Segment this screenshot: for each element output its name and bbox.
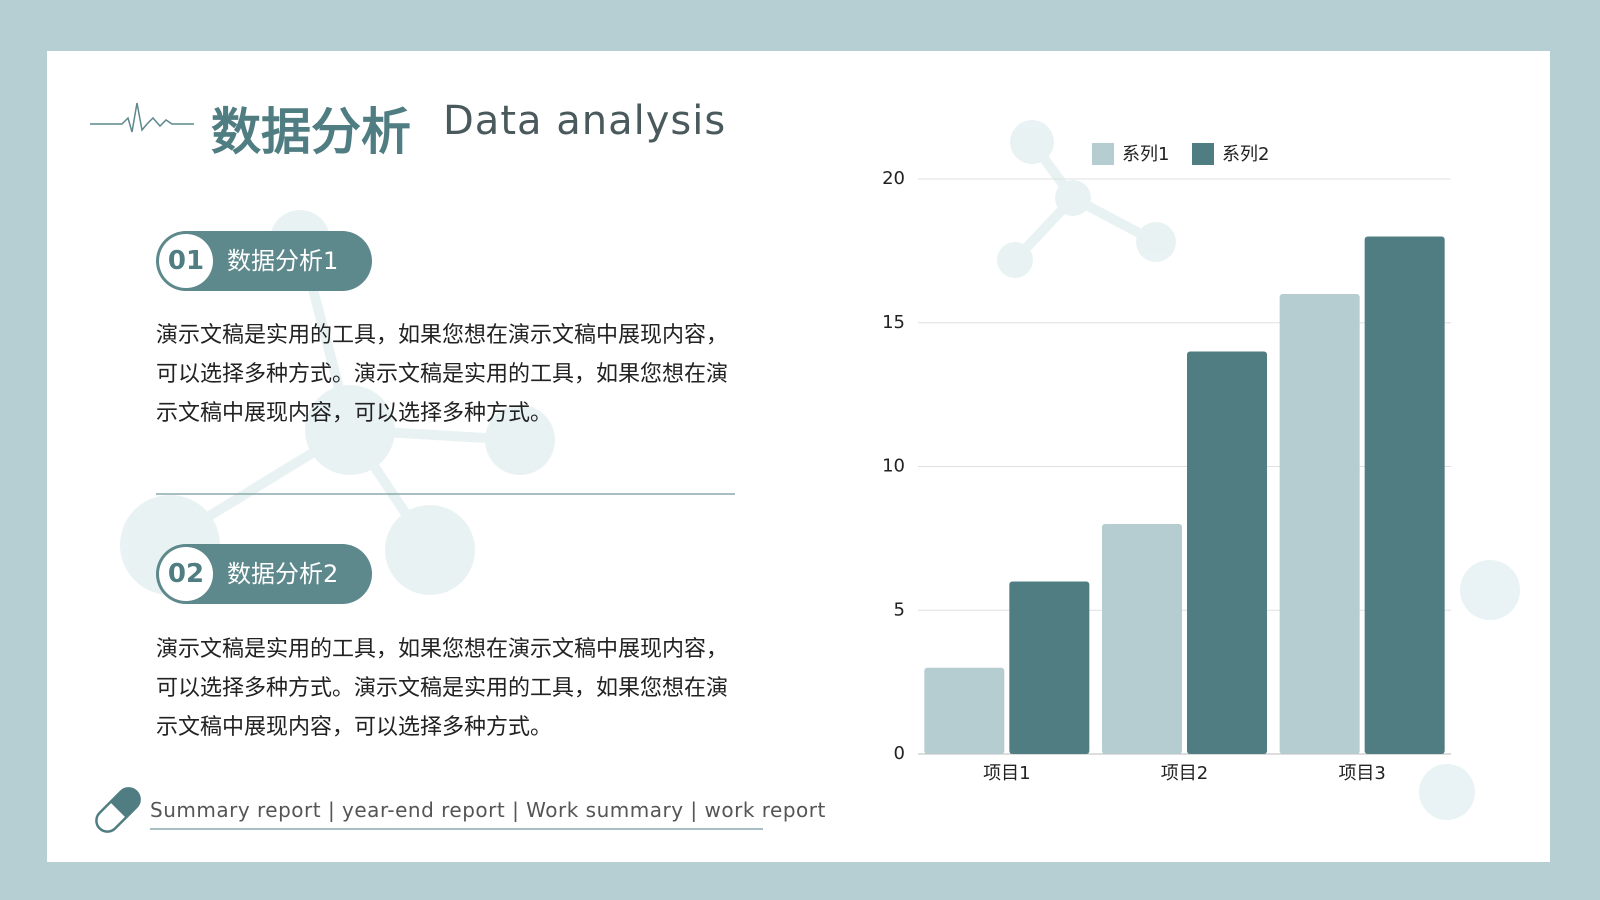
bar	[1364, 236, 1445, 754]
x-tick-label: 项目1	[983, 763, 1030, 784]
legend-label: 系列1	[1122, 144, 1169, 165]
bar	[1187, 351, 1267, 754]
footer: Summary report | year-end report | Work …	[150, 798, 826, 822]
y-tick-label: 10	[882, 456, 905, 477]
bar	[1009, 581, 1090, 754]
bar	[1279, 294, 1360, 754]
section-heading: 数据分析2	[227, 560, 339, 588]
bar	[1102, 524, 1182, 754]
y-tick-label: 20	[882, 168, 905, 189]
y-tick-label: 5	[894, 599, 905, 620]
paragraph: 演示文稿是实用的工具，如果您想在演示文稿中展现内容，可以选择多种方式。演示文稿是…	[156, 323, 729, 426]
legend-label: 系列2	[1222, 144, 1269, 165]
badge-number: 02	[159, 547, 213, 601]
badge: 01 数据分析1	[156, 231, 372, 291]
paragraph: 演示文稿是实用的工具，如果您想在演示文稿中展现内容，可以选择多种方式。演示文稿是…	[156, 637, 729, 740]
badge: 02 数据分析2	[156, 544, 372, 604]
y-tick-label: 15	[882, 312, 905, 333]
subtitle: Data analysis	[443, 98, 727, 144]
x-tick-label: 项目3	[1338, 763, 1385, 784]
x-tick-label: 项目2	[1161, 763, 1208, 784]
title: 数据分析	[211, 103, 411, 161]
badge-number: 01	[159, 234, 213, 288]
legend-swatch	[1192, 143, 1214, 165]
section-heading: 数据分析1	[227, 247, 339, 275]
legend-swatch	[1092, 143, 1114, 165]
bar	[924, 667, 1005, 754]
y-tick-label: 0	[894, 743, 905, 764]
